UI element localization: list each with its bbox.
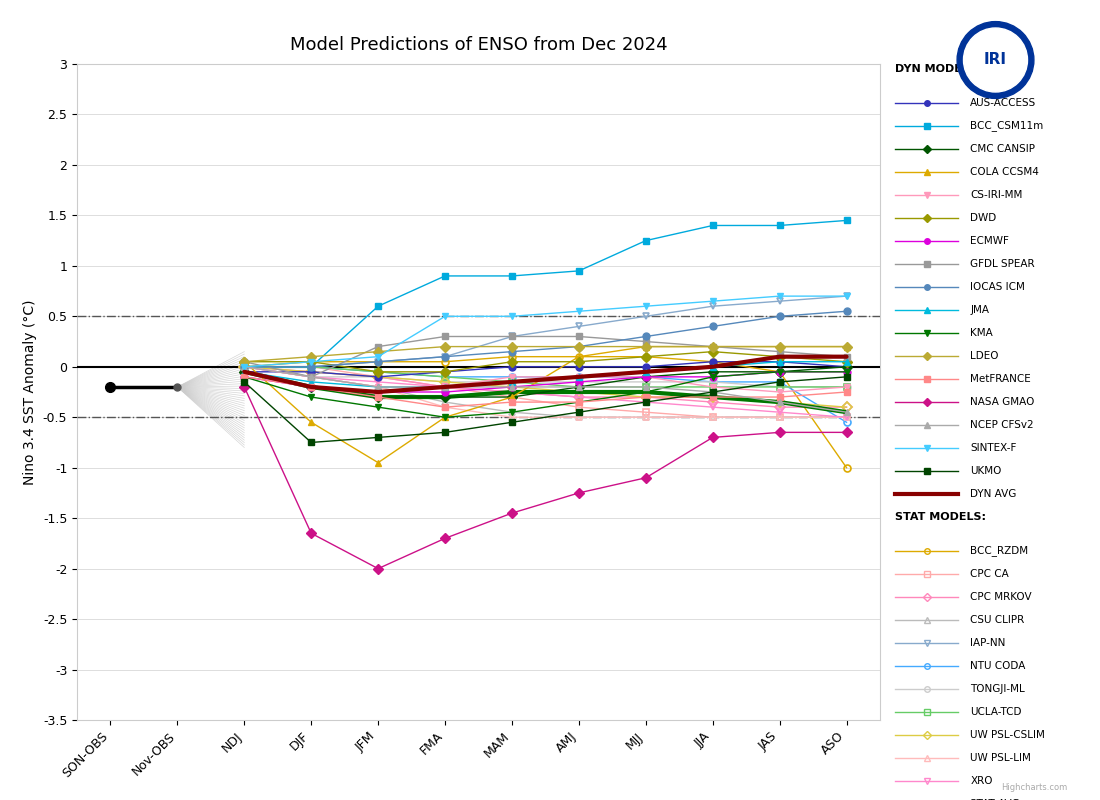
Text: XRO: XRO [970, 776, 993, 786]
Text: GFDL SPEAR: GFDL SPEAR [970, 259, 1035, 269]
Title: Model Predictions of ENSO from Dec 2024: Model Predictions of ENSO from Dec 2024 [289, 36, 668, 54]
Circle shape [964, 28, 1027, 92]
Text: MetFRANCE: MetFRANCE [970, 374, 1031, 384]
Text: BCC_RZDM: BCC_RZDM [970, 546, 1028, 556]
Text: BCC_CSM11m: BCC_CSM11m [970, 121, 1044, 131]
Text: KMA: KMA [970, 328, 993, 338]
Text: ECMWF: ECMWF [970, 236, 1010, 246]
Text: IOCAS ICM: IOCAS ICM [970, 282, 1025, 292]
Text: SINTEX-F: SINTEX-F [970, 442, 1016, 453]
Y-axis label: Nino 3.4 SST Anomaly (°C): Nino 3.4 SST Anomaly (°C) [23, 299, 37, 485]
Text: UCLA-TCD: UCLA-TCD [970, 706, 1022, 717]
Text: DYN MODELS:: DYN MODELS: [895, 64, 981, 74]
Text: DWD: DWD [970, 213, 997, 223]
Text: JMA: JMA [970, 305, 989, 314]
Text: CPC CA: CPC CA [970, 569, 1009, 579]
Text: CPC MRKOV: CPC MRKOV [970, 592, 1032, 602]
Text: Highcharts.com: Highcharts.com [1001, 783, 1067, 792]
Text: NTU CODA: NTU CODA [970, 661, 1026, 670]
Text: IAP-NN: IAP-NN [970, 638, 1005, 648]
Text: TONGJI-ML: TONGJI-ML [970, 684, 1025, 694]
Text: UW PSL-CSLIM: UW PSL-CSLIM [970, 730, 1045, 740]
Text: CMC CANSIP: CMC CANSIP [970, 144, 1035, 154]
Circle shape [957, 22, 1034, 98]
Text: STAT AVG: STAT AVG [970, 798, 1020, 800]
Text: DYN AVG: DYN AVG [970, 489, 1016, 498]
Text: IRI: IRI [984, 53, 1006, 67]
Text: NCEP CFSv2: NCEP CFSv2 [970, 419, 1034, 430]
Text: CSU CLIPR: CSU CLIPR [970, 615, 1025, 625]
Text: AUS-ACCESS: AUS-ACCESS [970, 98, 1036, 108]
Text: NASA GMAO: NASA GMAO [970, 397, 1035, 406]
Text: LDEO: LDEO [970, 350, 999, 361]
Text: CS-IRI-MM: CS-IRI-MM [970, 190, 1023, 200]
Text: STAT MODELS:: STAT MODELS: [895, 512, 987, 522]
Text: UW PSL-LIM: UW PSL-LIM [970, 753, 1032, 762]
Text: UKMO: UKMO [970, 466, 1002, 475]
Text: COLA CCSM4: COLA CCSM4 [970, 167, 1040, 177]
